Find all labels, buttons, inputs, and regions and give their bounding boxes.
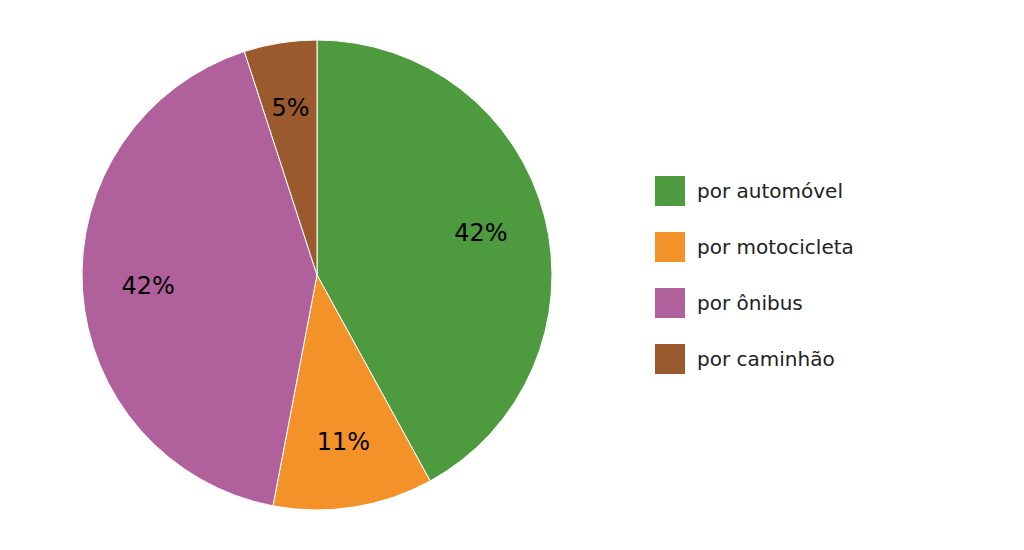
pie: 42% 11% 42% 5% xyxy=(82,40,552,510)
legend: por automóvel por motocicleta por ônibus po… xyxy=(655,176,854,374)
legend-item: por motocicleta xyxy=(655,232,854,262)
chart: 42%11%42%5%por automóvelpor motocicletap… xyxy=(0,0,1024,550)
pie-slice xyxy=(82,52,317,506)
legend-swatch xyxy=(655,288,685,318)
legend-item: por caminhão xyxy=(655,344,835,374)
legend-swatch xyxy=(655,344,685,374)
slices xyxy=(82,40,552,510)
data-label: 5% xyxy=(271,94,309,122)
legend-swatch xyxy=(655,232,685,262)
legend-item: por ônibus xyxy=(655,288,803,318)
legend-label: por automóvel xyxy=(697,179,843,203)
pie-slice xyxy=(244,40,317,275)
data-label: 11% xyxy=(317,428,370,456)
legend-item: por automóvel xyxy=(655,176,843,206)
legend-swatch xyxy=(655,176,685,206)
data-labels: 42% 11% 42% 5% xyxy=(121,94,507,456)
legend-label: por motocicleta xyxy=(697,235,854,259)
legend-label: por ônibus xyxy=(697,291,803,315)
data-label: 42% xyxy=(121,272,174,300)
legend-label: por caminhão xyxy=(697,347,835,371)
data-label: 42% xyxy=(454,219,507,247)
